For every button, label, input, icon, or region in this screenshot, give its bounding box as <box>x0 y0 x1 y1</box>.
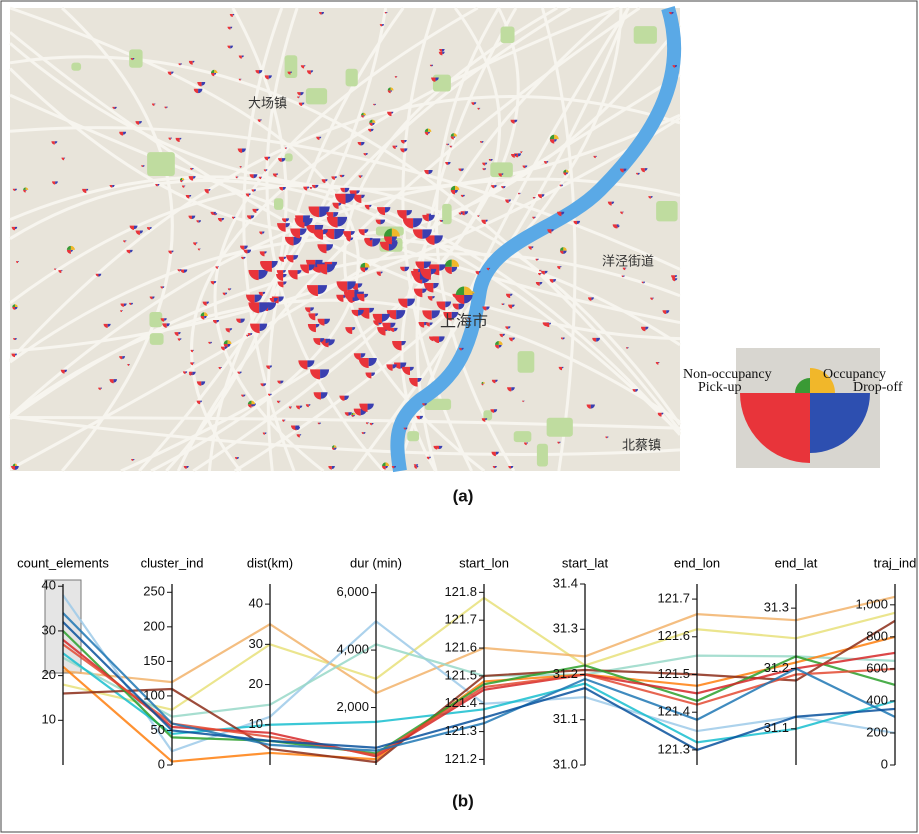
park <box>501 26 515 43</box>
tick-label: 600 <box>866 660 888 675</box>
park <box>346 69 358 87</box>
tick-label: 121.4 <box>657 704 690 719</box>
tick-label: 800 <box>866 628 888 643</box>
figure-canvas: 大场镇 上海市 洋泾街道 北蔡镇 Non-occupancy Occupancy… <box>0 0 919 834</box>
tick-label: 40 <box>249 596 263 611</box>
tick-label: 31.1 <box>764 720 789 735</box>
tick-label: 121.8 <box>444 584 477 599</box>
tick-label: 31.0 <box>553 756 578 771</box>
tick-label: 6,000 <box>336 584 369 599</box>
tick-label: 121.6 <box>657 628 690 643</box>
tick-label: 0 <box>158 756 165 771</box>
tick-label: 150 <box>143 653 165 668</box>
axis-label: dist(km) <box>247 555 293 570</box>
place-label: 大场镇 <box>248 97 287 112</box>
tick-label: 4,000 <box>336 642 369 657</box>
legend-label: Drop-off <box>853 380 903 395</box>
tick-label: 121.4 <box>444 695 477 710</box>
legend-label: Pick-up <box>698 380 742 395</box>
tick-label: 121.2 <box>444 751 477 766</box>
park <box>306 88 327 104</box>
tick-label: 400 <box>866 692 888 707</box>
tick-label: 200 <box>866 724 888 739</box>
axis-label: end_lon <box>674 555 720 570</box>
park <box>274 198 283 210</box>
tick-label: 121.5 <box>657 666 690 681</box>
tick-label: 121.5 <box>444 667 477 682</box>
data-line <box>63 621 895 762</box>
park <box>285 55 298 78</box>
park <box>634 26 657 44</box>
caption: (a) <box>453 486 474 505</box>
park <box>656 201 677 221</box>
park <box>407 431 419 441</box>
axis-label: start_lat <box>562 555 609 570</box>
tick-label: 31.3 <box>764 600 789 615</box>
tick-label: 30 <box>249 636 263 651</box>
tick-label: 20 <box>42 667 56 682</box>
tick-label: 121.3 <box>657 741 690 756</box>
tick-label: 250 <box>143 584 165 599</box>
tick-label: 0 <box>881 756 888 771</box>
tick-label: 121.7 <box>444 612 477 627</box>
park <box>514 431 532 442</box>
park <box>547 418 573 437</box>
park <box>433 75 451 92</box>
park <box>285 153 293 161</box>
parallel-coordinates: count_elements10203040cluster_ind0501001… <box>17 555 916 771</box>
tick-label: 1,000 <box>855 596 888 611</box>
axis-label: dur (min) <box>350 555 402 570</box>
axis-label: start_lon <box>459 555 509 570</box>
map: 大场镇 上海市 洋泾街道 北蔡镇 <box>10 8 680 471</box>
tick-label: 121.3 <box>444 723 477 738</box>
tick-label: 31.3 <box>553 621 578 636</box>
tick-label: 31.4 <box>553 575 578 590</box>
park <box>518 351 535 373</box>
legend-glyph: Non-occupancy Occupancy Pick-up Drop-off <box>683 348 903 468</box>
tick-label: 50 <box>151 722 165 737</box>
tick-label: 100 <box>143 687 165 702</box>
tick-label: 40 <box>42 578 56 593</box>
park <box>442 204 452 224</box>
axis-label: count_elements <box>17 555 109 570</box>
figure: 大场镇 上海市 洋泾街道 北蔡镇 Non-occupancy Occupancy… <box>0 0 919 834</box>
tick-label: 31.2 <box>553 666 578 681</box>
tick-label: 31.2 <box>764 660 789 675</box>
tick-label: 121.7 <box>657 591 690 606</box>
place-label: 洋泾街道 <box>602 255 654 270</box>
axis-label: cluster_ind <box>141 555 204 570</box>
tick-label: 10 <box>42 712 56 727</box>
tick-label: 2,000 <box>336 699 369 714</box>
place-label: 上海市 <box>440 312 488 331</box>
caption: (b) <box>452 791 474 810</box>
park <box>71 63 81 71</box>
axis-label: traj_ind <box>874 555 917 570</box>
tick-label: 31.1 <box>553 711 578 726</box>
tick-label: 10 <box>249 716 263 731</box>
tick-label: 30 <box>42 622 56 637</box>
park <box>150 333 164 345</box>
tick-label: 20 <box>249 676 263 691</box>
place-label: 北蔡镇 <box>622 439 661 454</box>
tick-label: 121.6 <box>444 639 477 654</box>
park <box>537 444 548 467</box>
axis-label: end_lat <box>775 555 818 570</box>
park <box>149 312 162 327</box>
tick-label: 200 <box>143 618 165 633</box>
park <box>147 152 175 176</box>
